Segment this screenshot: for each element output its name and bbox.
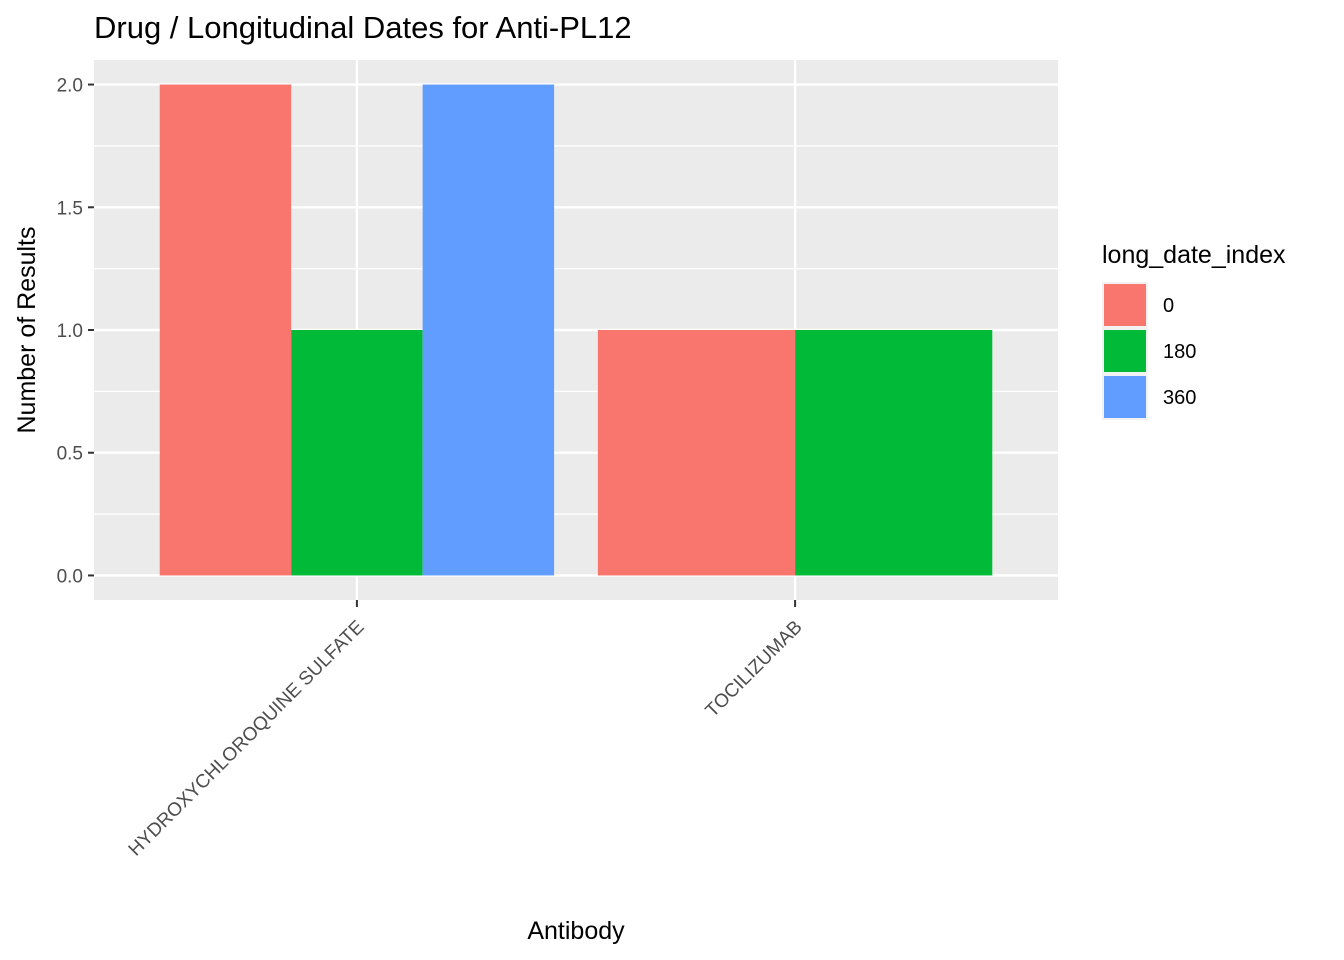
legend-title: long_date_index — [1102, 241, 1286, 269]
legend-swatch — [1104, 284, 1146, 326]
legend-label: 0 — [1163, 295, 1174, 317]
legend-swatch — [1104, 330, 1146, 372]
y-tick-label: 0.5 — [57, 444, 83, 465]
bar — [597, 330, 796, 576]
bar — [159, 84, 292, 576]
x-tick-label: HYDROXYCHLOROQUINE SULFATE — [125, 617, 369, 861]
bars-layer — [159, 84, 993, 576]
y-tick-label: 1.0 — [57, 321, 83, 342]
y-axis: 0.0 0.5 1.0 1.5 2.0 — [57, 76, 94, 587]
legend-swatch — [1104, 376, 1146, 418]
x-axis-title: Antibody — [527, 917, 625, 945]
y-tick-label: 1.5 — [57, 198, 83, 219]
bar — [422, 84, 555, 576]
legend: long_date_index 0 180 360 — [1102, 241, 1286, 420]
y-tick-label: 2.0 — [57, 76, 83, 97]
y-axis-title: Number of Results — [13, 226, 41, 433]
legend-label: 180 — [1163, 341, 1196, 363]
x-axis: HYDROXYCHLOROQUINE SULFATE TOCILIZUMAB — [125, 600, 807, 860]
x-tick-label: TOCILIZUMAB — [702, 617, 807, 722]
bar — [795, 330, 993, 576]
legend-label: 360 — [1163, 387, 1196, 409]
y-tick-label: 0.0 — [57, 566, 83, 587]
bar — [291, 330, 423, 576]
chart-title: Drug / Longitudinal Dates for Anti-PL12 — [94, 10, 632, 45]
